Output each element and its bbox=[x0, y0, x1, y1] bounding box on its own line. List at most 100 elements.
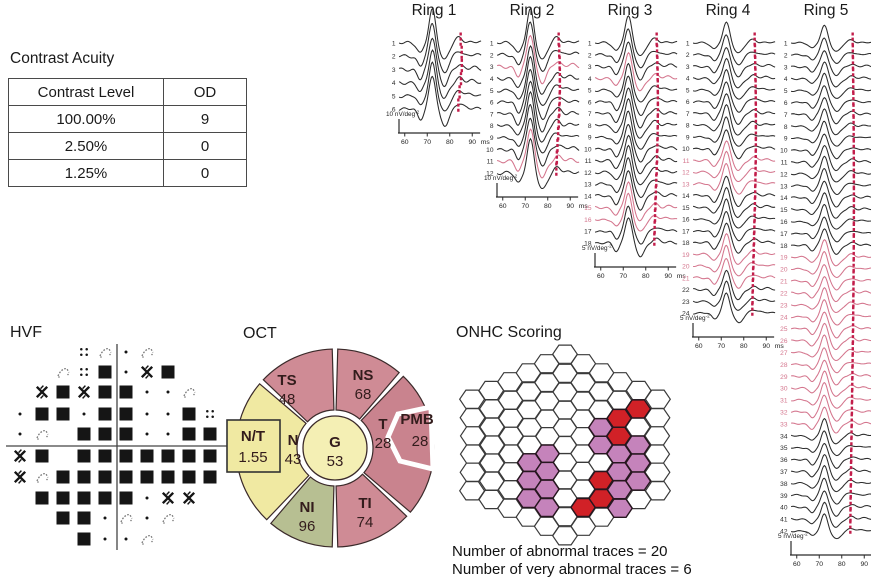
hex-abnormal bbox=[534, 461, 560, 481]
svg-text:11: 11 bbox=[683, 158, 690, 165]
ring-2-title: Ring 2 bbox=[509, 2, 555, 19]
svg-text:13: 13 bbox=[682, 181, 690, 188]
svg-text:4: 4 bbox=[490, 76, 494, 83]
svg-text:N/T: N/T bbox=[241, 428, 265, 445]
hex-abnormal bbox=[624, 435, 651, 455]
svg-text:20: 20 bbox=[682, 264, 690, 271]
svg-text:53: 53 bbox=[327, 453, 344, 470]
svg-text:6: 6 bbox=[784, 100, 788, 107]
svg-text:26: 26 bbox=[780, 338, 788, 345]
svg-text:T: T bbox=[378, 416, 387, 433]
svg-text:18: 18 bbox=[780, 243, 788, 250]
svg-text:6: 6 bbox=[490, 100, 494, 107]
oct-sector-NS bbox=[335, 348, 401, 420]
svg-text:10: 10 bbox=[682, 146, 690, 153]
svg-text:80: 80 bbox=[740, 343, 748, 350]
svg-text:5: 5 bbox=[784, 88, 788, 95]
svg-text:4: 4 bbox=[784, 76, 788, 83]
oct-sector-NI bbox=[269, 476, 335, 548]
svg-text:39: 39 bbox=[780, 493, 788, 500]
hex-abnormal bbox=[625, 471, 652, 491]
svg-text:80: 80 bbox=[544, 203, 552, 210]
svg-text:N: N bbox=[288, 432, 299, 449]
hex-very-abnormal bbox=[625, 399, 652, 419]
svg-text:36: 36 bbox=[780, 457, 788, 464]
svg-text:3: 3 bbox=[392, 67, 396, 74]
svg-text:42: 42 bbox=[780, 529, 788, 536]
svg-text:NS: NS bbox=[353, 367, 374, 384]
svg-text:7: 7 bbox=[588, 111, 592, 118]
svg-text:8: 8 bbox=[784, 124, 788, 131]
svg-text:24: 24 bbox=[682, 311, 690, 318]
svg-text:19: 19 bbox=[780, 255, 788, 262]
svg-text:23: 23 bbox=[780, 302, 788, 309]
svg-text:90: 90 bbox=[860, 561, 868, 568]
oct-center-circle bbox=[302, 415, 368, 481]
svg-text:2: 2 bbox=[588, 52, 592, 59]
hex-abnormal bbox=[534, 479, 560, 499]
svg-text:96: 96 bbox=[299, 518, 316, 535]
svg-text:21: 21 bbox=[682, 275, 690, 282]
svg-text:28: 28 bbox=[375, 435, 392, 452]
svg-text:68: 68 bbox=[355, 386, 372, 403]
table-row: 2.50% 0 bbox=[8, 132, 247, 160]
svg-text:70: 70 bbox=[717, 343, 725, 350]
ring-5-title: Ring 5 bbox=[803, 2, 849, 19]
svg-text:27: 27 bbox=[780, 350, 788, 357]
ring-traces-5: 1234567891011121314151617181920212223242… bbox=[778, 24, 871, 568]
svg-text:30: 30 bbox=[780, 386, 788, 393]
svg-text:60: 60 bbox=[597, 273, 605, 280]
contrast-level-cell: 2.50% bbox=[8, 132, 164, 160]
oct-title: OCT bbox=[243, 325, 277, 342]
svg-text:80: 80 bbox=[642, 273, 650, 280]
svg-text:20: 20 bbox=[780, 267, 788, 274]
ring-4-title: Ring 4 bbox=[705, 2, 751, 19]
svg-text:60: 60 bbox=[499, 203, 507, 210]
svg-text:1: 1 bbox=[686, 41, 690, 48]
hex-abnormal bbox=[624, 453, 651, 473]
svg-text:11: 11 bbox=[585, 158, 592, 165]
svg-text:13: 13 bbox=[780, 183, 788, 190]
svg-text:ms: ms bbox=[481, 139, 491, 146]
svg-text:28: 28 bbox=[780, 362, 788, 369]
svg-text:43: 43 bbox=[285, 451, 302, 468]
svg-text:10 nV/deg-2: 10 nV/deg-2 bbox=[386, 110, 420, 119]
hvf-plot bbox=[6, 344, 230, 550]
svg-text:5 nV/deg-2: 5 nV/deg-2 bbox=[778, 532, 808, 541]
svg-text:15: 15 bbox=[682, 205, 690, 212]
svg-text:90: 90 bbox=[664, 273, 672, 280]
svg-text:23: 23 bbox=[682, 299, 690, 306]
svg-text:10 nV/deg-2: 10 nV/deg-2 bbox=[484, 174, 518, 183]
od-value-cell: 0 bbox=[163, 159, 247, 187]
svg-text:9: 9 bbox=[686, 134, 690, 141]
nt-ratio-box bbox=[226, 419, 281, 473]
hex-abnormal bbox=[533, 497, 560, 518]
svg-text:7: 7 bbox=[490, 111, 494, 118]
table-header-row: Contrast Level OD bbox=[8, 78, 247, 106]
svg-text:1: 1 bbox=[784, 41, 788, 48]
svg-text:3: 3 bbox=[686, 64, 690, 71]
svg-text:12: 12 bbox=[486, 171, 494, 178]
hvf-title: HVF bbox=[10, 324, 42, 341]
svg-text:6: 6 bbox=[686, 99, 690, 106]
svg-text:16: 16 bbox=[682, 217, 690, 224]
svg-text:18: 18 bbox=[584, 241, 592, 248]
svg-text:80: 80 bbox=[446, 139, 454, 146]
oct-sector-TI bbox=[335, 473, 408, 548]
svg-text:2: 2 bbox=[686, 52, 690, 59]
svg-text:21: 21 bbox=[780, 279, 788, 286]
svg-text:90: 90 bbox=[566, 203, 574, 210]
very-abnormal-count-note: Number of very abnormal traces = 6 bbox=[452, 561, 692, 577]
svg-text:2: 2 bbox=[490, 52, 494, 59]
svg-text:13: 13 bbox=[584, 182, 592, 189]
svg-text:10: 10 bbox=[780, 148, 788, 155]
svg-text:29: 29 bbox=[780, 374, 788, 381]
svg-text:5 nV/deg-2: 5 nV/deg-2 bbox=[582, 244, 612, 253]
svg-text:6: 6 bbox=[392, 107, 396, 114]
oct-donut: NS 68 TS 48 N 43 NI 96 TI 74 T 28 PMB 28 G 53 N/T 1.55 bbox=[226, 348, 436, 548]
svg-text:2: 2 bbox=[392, 54, 396, 61]
svg-text:5: 5 bbox=[588, 88, 592, 95]
ring-1-title: Ring 1 bbox=[411, 2, 457, 19]
svg-text:14: 14 bbox=[682, 193, 690, 200]
